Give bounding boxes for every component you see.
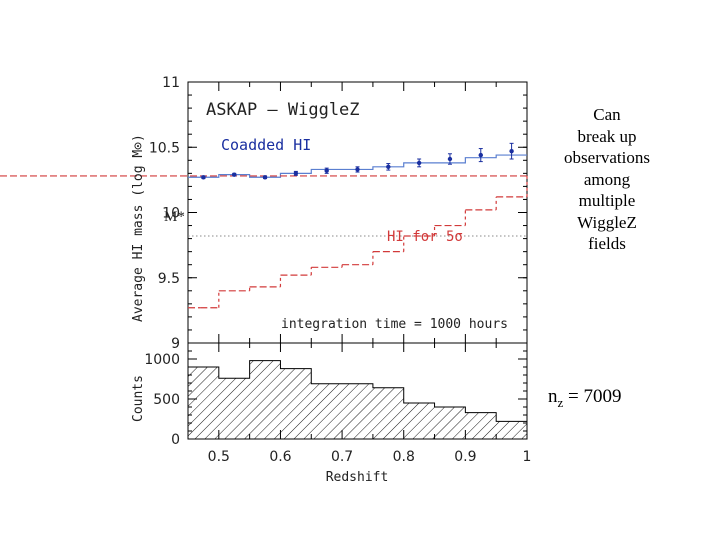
note-line: break up [577,126,637,146]
counts-histogram [187,360,528,440]
coadded-hi-point [447,156,453,162]
x-axis-label: Redshift [326,470,389,485]
panel-title: ASKAP – WiggleZ [206,100,360,120]
coadded-hi-point [478,152,483,158]
note-line: WiggleZ [577,212,637,232]
y-tick-label: 500 [153,392,180,408]
x-tick-label: 0.6 [269,449,291,465]
y-tick-label: 0 [171,432,180,448]
coadded-hi-point [416,160,422,166]
note-line: observations [564,148,650,167]
sample-size-label: nz = 7009 [548,386,668,411]
integration-time-label: integration time = 1000 hours [281,317,508,332]
nz-prefix: n [548,386,558,407]
x-tick-label: 0.5 [208,449,230,465]
y-tick-label: 9 [171,336,180,352]
counts-panel: 0 500 1000 0.5 0.6 0.7 0.8 0.9 1 Counts Redshift [131,342,531,485]
coadded-hi-point [293,171,299,176]
note-line: Can [593,105,621,124]
note-line: multiple [578,191,636,210]
bottom-y-axis-label: Counts [131,375,146,422]
note-line: among [583,169,631,189]
top-panel-ticks: 9 9.5 10 10.5 11 [149,75,528,352]
top-panel-frame [187,81,528,344]
y-tick-label: 10.5 [149,140,180,156]
coadded-hi-point [386,164,391,170]
x-tick-label: 1 [523,449,532,465]
y-tick-label: 1000 [144,352,180,368]
coadded-hi-label: Coadded HI [221,136,311,154]
x-tick-label: 0.7 [331,449,353,465]
top-y-axis-label: Average HI mass (log M⊙) [131,134,146,322]
coadded-hi-step-line [188,154,527,178]
bottom-panel-ticks: 0 500 1000 0.5 0.6 0.7 0.8 0.9 1 [144,343,531,465]
nz-value: = 7009 [563,386,622,407]
y-tick-label: 11 [162,75,180,91]
nz-subscript: z [557,394,564,410]
coadded-hi-point [509,148,514,154]
coadded-hi-point [232,172,237,177]
coadded-hi-point [355,167,360,172]
coadded-hi-point [324,168,329,173]
coadded-hi-point [262,175,268,180]
y-tick-label: 10 [162,206,180,222]
mstar-label: M* [164,209,185,225]
x-tick-label: 0.8 [393,449,415,465]
note-line: fields [588,234,626,253]
hi-5sigma-label: HI for 5σ [387,229,463,245]
coadded-hi-point [201,175,206,180]
x-tick-label: 0.9 [454,449,476,465]
y-tick-label: 9.5 [158,271,180,287]
observation-note: Can break up observations among multiple… [548,104,666,255]
